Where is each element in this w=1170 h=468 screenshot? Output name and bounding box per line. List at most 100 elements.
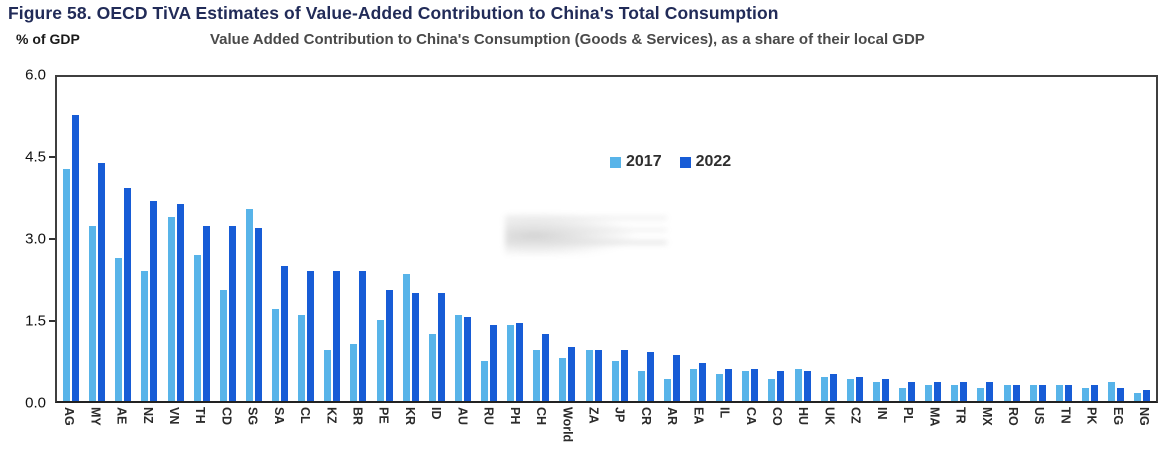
x-label-cell-TR: TR — [947, 407, 973, 467]
bar-2017-RU — [481, 360, 489, 401]
bar-group-TH — [189, 77, 215, 401]
bar-group-AG — [58, 77, 84, 401]
x-label-World: World — [560, 407, 575, 443]
chart-legend: 2017 2022 — [610, 153, 731, 171]
x-label-cell-EG: EG — [1105, 407, 1131, 467]
x-label-MY: MY — [88, 407, 103, 426]
bar-2022-NZ — [150, 201, 158, 401]
bar-2022-PK — [1090, 384, 1098, 401]
bar-2022-AR — [672, 355, 680, 401]
bar-2017-ZA — [585, 349, 593, 401]
x-label-cell-BR: BR — [344, 407, 370, 467]
bar-2022-SA — [281, 266, 289, 401]
x-label-cell-TN: TN — [1052, 407, 1078, 467]
y-axis-unit-label: % of GDP — [16, 31, 80, 47]
bar-2022-ID — [437, 293, 445, 401]
bar-2017-SA — [272, 309, 280, 401]
figure-title: Figure 58. OECD TiVA Estimates of Value-… — [8, 3, 779, 23]
bar-2017-IN — [872, 382, 880, 401]
bar-series-container — [57, 77, 1156, 401]
bar-2022-SG — [254, 228, 262, 401]
bar-group-CH — [528, 77, 554, 401]
bar-2022-PH — [516, 322, 524, 401]
bar-2017-PH — [507, 325, 515, 401]
x-label-cell-CZ: CZ — [843, 407, 869, 467]
bar-group-TR — [946, 77, 972, 401]
x-label-AG: AG — [62, 407, 77, 426]
x-label-ID: ID — [429, 407, 444, 420]
x-label-cell-KZ: KZ — [318, 407, 344, 467]
bar-2017-ID — [428, 333, 436, 401]
x-label-SA: SA — [271, 407, 286, 425]
x-label-PE: PE — [376, 407, 391, 424]
bar-group-EA — [685, 77, 711, 401]
x-label-cell-CO: CO — [764, 407, 790, 467]
bar-2017-US — [1029, 384, 1037, 401]
bar-group-CO — [763, 77, 789, 401]
bar-2017-KZ — [324, 349, 332, 401]
legend-swatch-2017-icon — [610, 156, 621, 168]
x-label-NG: NG — [1137, 407, 1152, 426]
bar-2017-CO — [768, 379, 776, 401]
bar-group-US — [1025, 77, 1051, 401]
bar-2022-CR — [646, 352, 654, 401]
watermark-smudge — [505, 205, 667, 255]
x-label-RU: RU — [481, 407, 496, 426]
bar-2022-UK — [829, 374, 837, 401]
x-label-cell-NZ: NZ — [135, 407, 161, 467]
bar-group-RO — [999, 77, 1025, 401]
bar-2022-ZA — [594, 349, 602, 401]
y-tick-mark-3.0 — [49, 238, 56, 240]
x-label-cell-KR: KR — [397, 407, 423, 467]
x-label-cell-CD: CD — [213, 407, 239, 467]
legend-swatch-2022-icon — [679, 156, 691, 168]
x-label-PK: PK — [1084, 407, 1099, 425]
x-label-cell-SA: SA — [266, 407, 292, 467]
bar-2022-AG — [72, 114, 80, 401]
bar-2017-AR — [663, 379, 671, 401]
bar-2017-NG — [1134, 392, 1142, 401]
x-label-HU: HU — [796, 407, 811, 426]
x-label-cell-JP: JP — [607, 407, 633, 467]
bar-2022-MA — [934, 382, 942, 401]
bar-2022-EA — [699, 363, 707, 401]
bar-group-IN — [868, 77, 894, 401]
bar-group-NG — [1129, 77, 1155, 401]
bar-2022-KR — [411, 293, 419, 401]
x-label-cell-CA: CA — [738, 407, 764, 467]
bar-group-ZA — [581, 77, 607, 401]
bar-2017-EG — [1108, 382, 1116, 401]
bar-group-MA — [920, 77, 946, 401]
bar-group-ID — [424, 77, 450, 401]
bar-group-PL — [894, 77, 920, 401]
bar-2022-TH — [202, 225, 210, 401]
x-label-cell-SG: SG — [240, 407, 266, 467]
x-label-cell-RU: RU — [476, 407, 502, 467]
x-label-cell-IL: IL — [711, 407, 737, 467]
y-tick-label-4.5: 4.5 — [25, 148, 46, 166]
bar-2022-IL — [725, 368, 733, 401]
bar-2017-SG — [245, 209, 253, 401]
x-label-CR: CR — [638, 407, 653, 426]
x-label-cell-CL: CL — [292, 407, 318, 467]
x-label-PH: PH — [507, 407, 522, 425]
bar-2022-AE — [124, 187, 132, 401]
x-label-cell-PL: PL — [895, 407, 921, 467]
bar-group-UK — [816, 77, 842, 401]
x-label-EG: EG — [1110, 407, 1125, 426]
x-label-AU: AU — [455, 407, 470, 426]
bar-group-CZ — [842, 77, 868, 401]
x-label-BR: BR — [350, 407, 365, 426]
bar-2017-CZ — [846, 379, 854, 401]
x-label-KR: KR — [402, 407, 417, 426]
bar-2022-CA — [751, 368, 759, 401]
bar-group-SA — [267, 77, 293, 401]
bar-2022-JP — [620, 349, 628, 401]
x-label-cell-World: World — [554, 407, 580, 467]
x-label-TN: TN — [1058, 407, 1073, 424]
bar-group-EG — [1103, 77, 1129, 401]
bar-2022-US — [1038, 384, 1046, 401]
bar-2022-VN — [176, 203, 184, 401]
bar-group-PK — [1077, 77, 1103, 401]
bar-2022-CO — [777, 371, 785, 401]
